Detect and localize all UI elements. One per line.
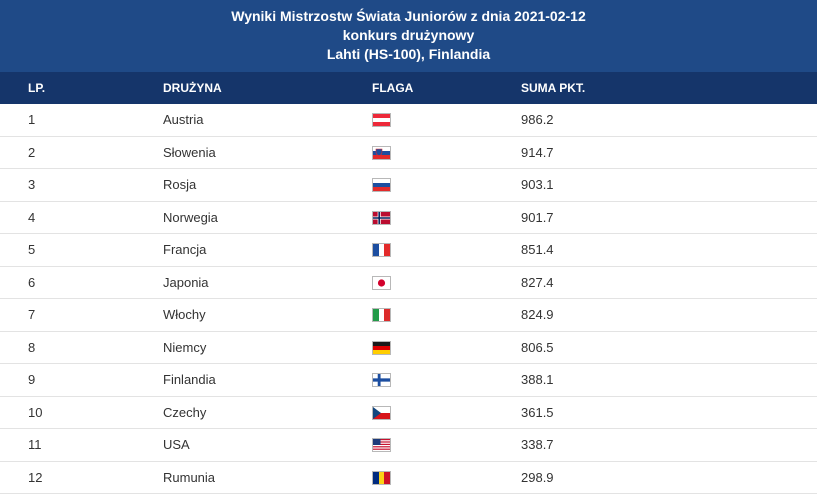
austria-flag-icon bbox=[372, 113, 391, 127]
norway-flag-icon bbox=[372, 211, 391, 225]
finland-flag-icon bbox=[372, 373, 391, 387]
row-rank: 6 bbox=[28, 267, 35, 299]
row-sum: 901.7 bbox=[521, 202, 554, 234]
title-line-2: konkurs drużynowy bbox=[0, 26, 817, 45]
row-team: Włochy bbox=[163, 299, 206, 331]
row-sum: 388.1 bbox=[521, 364, 554, 396]
row-rank: 2 bbox=[28, 137, 35, 169]
header-sum: SUMA PKT. bbox=[521, 72, 585, 104]
row-rank: 8 bbox=[28, 332, 35, 364]
table-row: 11 USA 338.7 bbox=[0, 429, 817, 462]
row-team: Norwegia bbox=[163, 202, 218, 234]
row-sum: 914.7 bbox=[521, 137, 554, 169]
table-row: 3 Rosja 903.1 bbox=[0, 169, 817, 202]
row-team: Niemcy bbox=[163, 332, 206, 364]
row-sum: 851.4 bbox=[521, 234, 554, 266]
title-line-3: Lahti (HS-100), Finlandia bbox=[0, 45, 817, 64]
usa-flag-icon bbox=[372, 438, 391, 452]
row-team: Finlandia bbox=[163, 364, 216, 396]
row-team: Rumunia bbox=[163, 462, 215, 494]
row-team: Francja bbox=[163, 234, 206, 266]
table-row: 7 Włochy 824.9 bbox=[0, 299, 817, 332]
row-team: Czechy bbox=[163, 397, 206, 429]
germany-flag-icon bbox=[372, 341, 391, 355]
table-row: 12 Rumunia 298.9 bbox=[0, 462, 817, 494]
header-flag: FLAGA bbox=[372, 72, 413, 104]
table-row: 6 Japonia 827.4 bbox=[0, 267, 817, 300]
row-rank: 10 bbox=[28, 397, 42, 429]
italy-flag-icon bbox=[372, 308, 391, 322]
header-lp: LP. bbox=[28, 72, 45, 104]
row-sum: 361.5 bbox=[521, 397, 554, 429]
table-row: 8 Niemcy 806.5 bbox=[0, 332, 817, 365]
slovenia-flag-icon bbox=[372, 146, 391, 160]
table-header: LP. DRUŻYNA FLAGA SUMA PKT. bbox=[0, 72, 817, 104]
row-team: Austria bbox=[163, 104, 203, 136]
romania-flag-icon bbox=[372, 471, 391, 485]
results-table-body: 1 Austria 986.2 2 Słowenia 914.7 3 Rosja… bbox=[0, 104, 817, 494]
header-team: DRUŻYNA bbox=[163, 72, 222, 104]
table-row: 5 Francja 851.4 bbox=[0, 234, 817, 267]
row-team: USA bbox=[163, 429, 190, 461]
row-team: Rosja bbox=[163, 169, 196, 201]
row-rank: 12 bbox=[28, 462, 42, 494]
row-rank: 4 bbox=[28, 202, 35, 234]
japan-flag-icon bbox=[372, 276, 391, 290]
row-rank: 9 bbox=[28, 364, 35, 396]
row-sum: 986.2 bbox=[521, 104, 554, 136]
france-flag-icon bbox=[372, 243, 391, 257]
table-row: 4 Norwegia 901.7 bbox=[0, 202, 817, 235]
table-row: 1 Austria 986.2 bbox=[0, 104, 817, 137]
row-sum: 298.9 bbox=[521, 462, 554, 494]
row-rank: 1 bbox=[28, 104, 35, 136]
results-title-banner: Wyniki Mistrzostw Świata Juniorów z dnia… bbox=[0, 0, 817, 72]
czechia-flag-icon bbox=[372, 406, 391, 420]
row-sum: 806.5 bbox=[521, 332, 554, 364]
russia-flag-icon bbox=[372, 178, 391, 192]
row-team: Słowenia bbox=[163, 137, 216, 169]
row-rank: 11 bbox=[28, 429, 42, 461]
row-sum: 338.7 bbox=[521, 429, 554, 461]
row-sum: 827.4 bbox=[521, 267, 554, 299]
row-sum: 824.9 bbox=[521, 299, 554, 331]
row-rank: 5 bbox=[28, 234, 35, 266]
title-line-1: Wyniki Mistrzostw Świata Juniorów z dnia… bbox=[0, 7, 817, 26]
row-team: Japonia bbox=[163, 267, 209, 299]
table-row: 2 Słowenia 914.7 bbox=[0, 137, 817, 170]
row-rank: 7 bbox=[28, 299, 35, 331]
table-row: 9 Finlandia 388.1 bbox=[0, 364, 817, 397]
row-sum: 903.1 bbox=[521, 169, 554, 201]
table-row: 10 Czechy 361.5 bbox=[0, 397, 817, 430]
row-rank: 3 bbox=[28, 169, 35, 201]
